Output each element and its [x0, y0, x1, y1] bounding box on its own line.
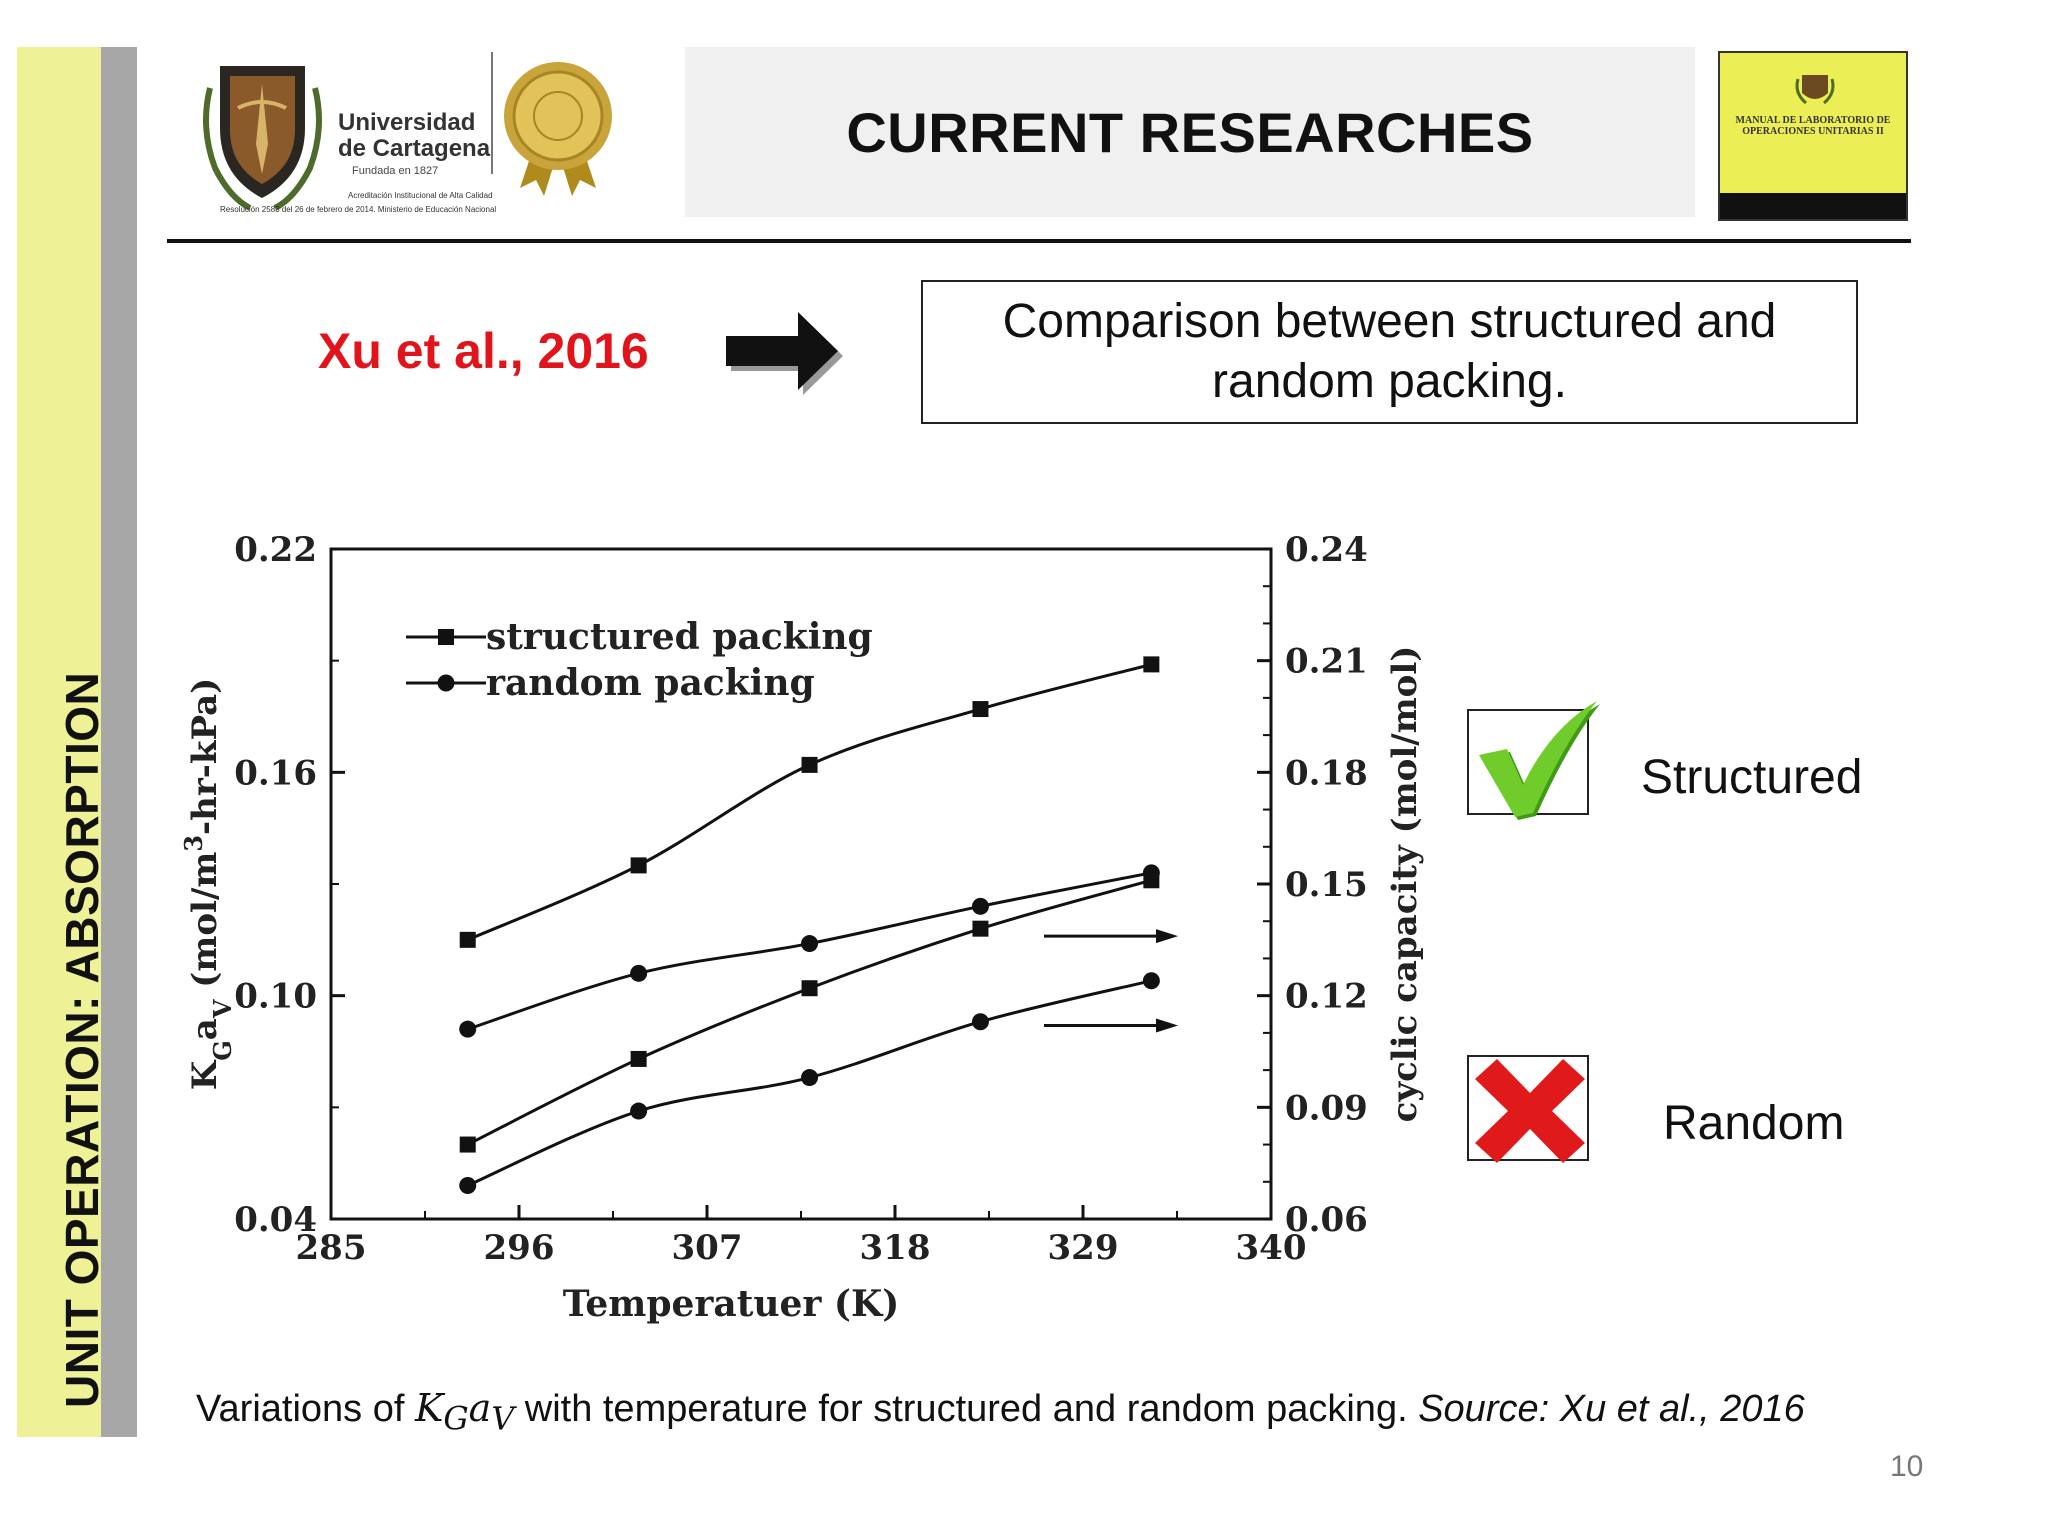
- right-arrow-icon: [726, 312, 843, 395]
- x-axis-label: Temperatuer (K): [563, 1283, 900, 1325]
- point-square-structured-packing-left: [630, 857, 647, 874]
- citation-text: Xu et al., 2016: [318, 323, 649, 379]
- series-line-structured-packing-left: [467, 662, 1152, 942]
- point-square-structured-packing-right: [630, 1050, 647, 1067]
- x-tick-label: 329: [1048, 1228, 1119, 1268]
- point-circle-random-packing-right: [801, 1069, 819, 1087]
- university-crest-icon: [203, 66, 322, 211]
- right-tick-label: 0.12: [1285, 977, 1368, 1017]
- point-circle-random-packing-left: [459, 1020, 477, 1038]
- left-tick-label: 0.16: [234, 753, 317, 793]
- right-tick-label: 0.15: [1285, 865, 1368, 905]
- manual-cover-thumbnail: MANUAL DE LABORATORIO DE OPERACIONES UNI…: [1718, 51, 1908, 221]
- structured-check-box: [1467, 701, 1600, 820]
- svg-text:Resolución 2583 del 26 de febr: Resolución 2583 del 26 de febrero de 201…: [220, 205, 496, 214]
- check-icon: [1479, 701, 1600, 820]
- point-square-structured-packing-left: [459, 931, 476, 948]
- header-title-box: CURRENT RESEARCHES: [685, 47, 1695, 217]
- svg-text:Universidad: Universidad: [338, 109, 475, 136]
- random-cross-box: [1467, 1055, 1589, 1163]
- svg-text:Acreditación Institucional de: Acreditación Institucional de Alta Calid…: [348, 191, 493, 200]
- annotation-arrow-head: [1156, 1018, 1178, 1033]
- point-circle-random-packing-right: [1142, 972, 1160, 990]
- series-line-structured-packing-right: [467, 878, 1152, 1146]
- right-tick-label: 0.21: [1285, 642, 1368, 682]
- point-circle-random-packing-right: [459, 1177, 477, 1194]
- point-square-structured-packing-right: [972, 920, 989, 937]
- legend-square-marker: [438, 629, 454, 645]
- right-axis-label: cyclic capacity (mol/mol): [1385, 646, 1425, 1123]
- series-layer: [459, 656, 1160, 1194]
- accreditation-seal-icon: [504, 62, 612, 196]
- point-square-structured-packing-left: [972, 701, 989, 718]
- chart-annotations: [1044, 929, 1178, 1033]
- legend-circle-marker: [437, 674, 455, 692]
- point-square-structured-packing-right: [801, 980, 818, 997]
- comparison-box: Comparison between structured and random…: [921, 280, 1858, 424]
- left-tick-label: 0.22: [234, 530, 317, 570]
- point-square-structured-packing-left: [801, 756, 818, 773]
- comparison-line-1: Comparison between structured and: [1002, 295, 1777, 348]
- x-tick-label: 307: [672, 1228, 743, 1268]
- page-title: CURRENT RESEARCHES: [846, 100, 1534, 164]
- kgav-temperature-chart: 285 296 307 318 329 340 0.04 0.10 0.16 0.22 0.06…: [179, 530, 1426, 1325]
- cross-icon: [1475, 1059, 1585, 1163]
- point-square-structured-packing-left: [1143, 656, 1160, 673]
- book-crest-icon: [1795, 75, 1835, 105]
- header-divider: [167, 239, 1911, 243]
- left-tick-label: 0.10: [234, 977, 317, 1017]
- sidebar-accent-band: [101, 47, 137, 1437]
- x-tick-label: 340: [1236, 1228, 1307, 1268]
- left-tick-label: 0.04: [234, 1200, 317, 1240]
- svg-text:de Cartagena: de Cartagena: [338, 135, 491, 162]
- university-logo: Universidad de Cartagena Fundada en 1827…: [203, 52, 612, 214]
- point-circle-random-packing-right: [971, 1013, 989, 1031]
- figure-caption: Variations of KGaV with temperature for …: [196, 1386, 1805, 1438]
- random-label: Random: [1663, 1097, 1845, 1150]
- structured-label: Structured: [1641, 751, 1863, 804]
- sidebar-label: UNIT OPERATION: ABSORPTION: [56, 671, 108, 1408]
- x-tick-label: 318: [860, 1228, 931, 1268]
- page-number: 10: [1890, 1450, 1924, 1483]
- x-tick-label: 296: [484, 1228, 555, 1268]
- comparison-line-2: random packing.: [1212, 355, 1567, 408]
- annotation-arrow-head: [1156, 929, 1178, 944]
- right-axis-ticks: 0.06 0.09 0.12 0.15 0.18 0.21 0.24: [1257, 530, 1368, 1240]
- x-tick-label: 285: [296, 1228, 367, 1268]
- legend-label: structured packing: [486, 616, 873, 658]
- left-axis-label: KGaV (mol/m3-hr-kPa): [179, 678, 237, 1091]
- point-circle-random-packing-left: [971, 897, 989, 915]
- svg-text:Fundada en 1827: Fundada en 1827: [352, 165, 438, 177]
- x-axis-ticks: 285 296 307 318 329 340: [296, 1205, 1307, 1268]
- point-circle-random-packing-right: [630, 1102, 648, 1120]
- book-title: MANUAL DE LABORATORIO DE OPERACIONES UNI…: [1735, 115, 1891, 137]
- right-tick-label: 0.24: [1285, 530, 1368, 570]
- right-tick-label: 0.06: [1285, 1200, 1368, 1240]
- point-square-structured-packing-right: [1143, 872, 1160, 889]
- sidebar-band: [17, 47, 101, 1437]
- left-axis-ticks: 0.04 0.10 0.16 0.22: [234, 530, 345, 1240]
- right-tick-label: 0.18: [1285, 753, 1368, 793]
- point-circle-random-packing-left: [630, 964, 648, 982]
- legend-label: random packing: [486, 662, 815, 704]
- point-square-structured-packing-right: [459, 1136, 476, 1153]
- point-circle-random-packing-left: [801, 935, 819, 953]
- right-tick-label: 0.09: [1285, 1088, 1368, 1128]
